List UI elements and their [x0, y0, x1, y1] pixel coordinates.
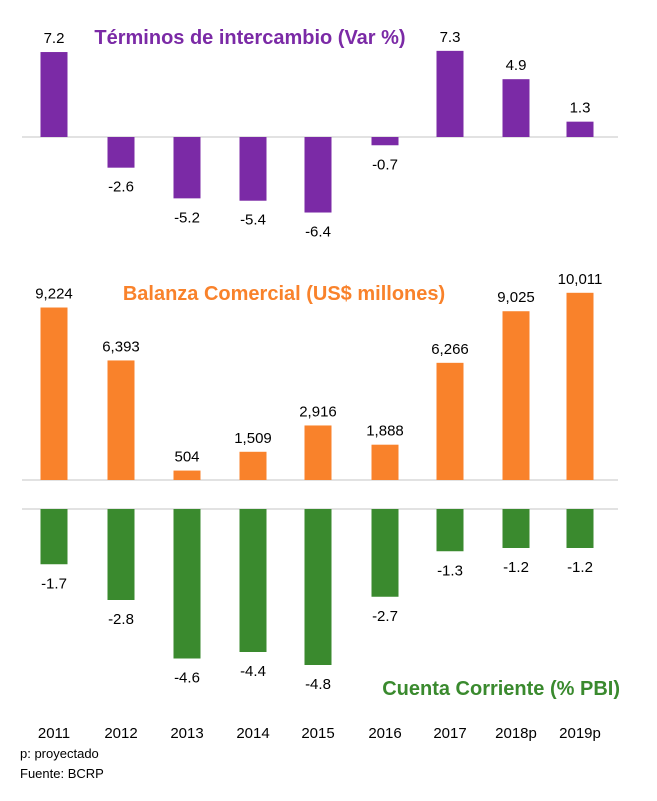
current-bar-2012	[107, 509, 135, 600]
trade-data-label: 9,025	[497, 289, 535, 306]
trade-bar-2016	[371, 444, 399, 480]
terms-bar-2014	[239, 137, 267, 201]
trade-bar-2019p	[566, 292, 594, 480]
terms-of-trade-chart: 7.2 -2.6 -5.2 -5.4 -6.4 -0.7 7.3 4.9 1.3 Términos…	[22, 27, 618, 241]
current-data-label: -4.8	[305, 676, 331, 693]
current-account-chart: -1.7 -2.8 -4.6 -4.4 -4.8 -2.7 -1.3 -1.2 -1.2 Cuen…	[22, 508, 620, 700]
terms-data-label: 4.9	[506, 57, 527, 74]
current-bar-2011	[40, 509, 68, 565]
current-data-label: -1.2	[567, 559, 593, 576]
current-data-label: -1.2	[503, 559, 529, 576]
terms-data-label: 1.3	[570, 100, 591, 117]
x-tick-label: 2019p	[559, 725, 601, 742]
trade-balance-chart: 9,224 6,393 504 1,509 2,916 1,888 6,266 9,025 10…	[22, 271, 618, 481]
terms-bar-2016	[371, 137, 399, 146]
trade-data-label: 2,916	[299, 403, 337, 420]
current-data-label: -2.7	[372, 608, 398, 625]
x-tick-label: 2013	[170, 725, 203, 742]
trade-data-label: 1,509	[234, 430, 272, 447]
trade-bar-2013	[173, 470, 201, 480]
current-bar-2017	[436, 509, 464, 552]
terms-data-label: -5.2	[174, 209, 200, 226]
current-data-label: -1.7	[41, 575, 67, 592]
current-data-label: -4.4	[240, 663, 266, 680]
terms-data-label: 7.2	[44, 30, 65, 47]
trade-bar-2012	[107, 360, 135, 480]
trade-data-label: 9,224	[35, 286, 73, 303]
trade-bar-2014	[239, 451, 267, 480]
footnote-source: Fuente: BCRP	[20, 766, 104, 781]
current-bar-2016	[371, 509, 399, 597]
current-data-label: -2.8	[108, 611, 134, 628]
x-tick-label: 2018p	[495, 725, 537, 742]
terms-bar-2018p	[502, 79, 530, 137]
terms-data-label: 7.3	[440, 29, 461, 46]
terms-bar-2012	[107, 137, 135, 168]
terms-bar-2015	[304, 137, 332, 213]
terms-title: Términos de intercambio (Var %)	[94, 27, 405, 49]
current-bar-2015	[304, 509, 332, 665]
trade-bar-2011	[40, 307, 68, 480]
terms-bar-2011	[40, 52, 68, 137]
x-tick-label: 2014	[236, 725, 269, 742]
trade-bar-2015	[304, 425, 332, 480]
x-tick-label: 2012	[104, 725, 137, 742]
trade-data-label: 6,393	[102, 338, 140, 355]
terms-bar-2019p	[566, 121, 594, 137]
current-bar-2013	[173, 509, 201, 659]
trade-data-label: 10,011	[558, 271, 603, 288]
current-data-label: -4.6	[174, 670, 200, 687]
trade-bar-2017	[436, 362, 464, 480]
x-tick-label: 2015	[301, 725, 334, 742]
terms-data-label: -6.4	[305, 224, 331, 241]
current-bar-2018p	[502, 509, 530, 548]
current-bar-2014	[239, 509, 267, 652]
current-title: Cuenta Corriente (% PBI)	[382, 678, 620, 700]
trade-data-label: 504	[174, 449, 199, 466]
terms-data-label: -0.7	[372, 156, 398, 173]
trade-bar-2018p	[502, 311, 530, 480]
footnote-projected: p: proyectado	[20, 746, 99, 761]
x-tick-label: 2017	[433, 725, 466, 742]
terms-data-label: -5.4	[240, 212, 266, 229]
trade-data-label: 6,266	[431, 341, 469, 358]
trade-data-label: 1,888	[366, 423, 404, 440]
current-bar-2019p	[566, 509, 594, 548]
x-tick-label: 2016	[368, 725, 401, 742]
terms-data-label: -2.6	[108, 179, 134, 196]
terms-bar-2013	[173, 137, 201, 199]
terms-bar-2017	[436, 50, 464, 137]
x-tick-label: 2011	[38, 725, 70, 742]
current-data-label: -1.3	[437, 562, 463, 579]
x-axis: 2011 2012 2013 2014 2015 2016 2017 2018p 2019p	[38, 725, 601, 742]
trade-title: Balanza Comercial (US$ millones)	[123, 283, 445, 305]
